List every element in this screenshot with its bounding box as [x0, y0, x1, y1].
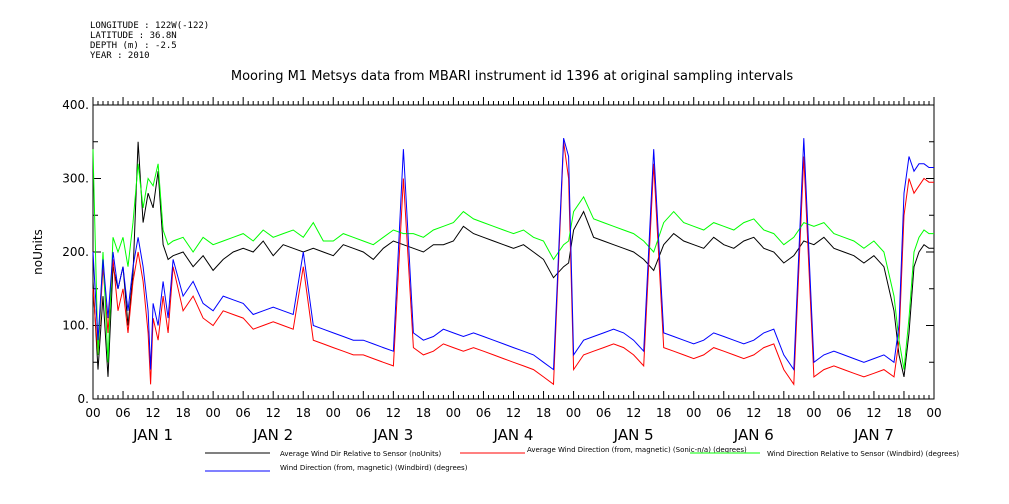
series-line-1	[92, 141, 934, 378]
chart-title: Mooring M1 Metsys data from MBARI instru…	[231, 69, 793, 84]
series-lines	[92, 137, 934, 386]
latitude-label: LATITUDE : 36.8N	[90, 31, 177, 41]
x-tick-label: 06	[236, 406, 251, 420]
x-tick-label: 18	[416, 406, 431, 420]
year-label: YEAR : 2010	[90, 51, 150, 61]
x-tick-label: 12	[506, 406, 521, 420]
x-tick-label: 18	[776, 406, 791, 420]
x-tick-label: 00	[806, 406, 821, 420]
y-tick-label: 0.	[78, 392, 89, 406]
x-tick-label: 18	[175, 406, 190, 420]
x-tick-label: 00	[446, 406, 461, 420]
x-tick-label: 00	[686, 406, 701, 420]
legend-label-2: Average Wind Direction (from, magnetic) …	[527, 446, 747, 454]
x-tick-label: 06	[115, 406, 130, 420]
x-tick-label: 12	[386, 406, 401, 420]
depth-label: DEPTH (m) : -2.5	[90, 41, 177, 51]
day-label: JAN 2	[252, 426, 293, 444]
x-tick-label: 12	[266, 406, 281, 420]
x-tick-label: 12	[866, 406, 881, 420]
day-label: JAN 1	[132, 426, 173, 444]
axis-ticks: 0. 100. 200. 300. 400. 00 06 12 18 00 06 12 18 00 06 12…	[62, 97, 942, 444]
x-tick-label: 00	[206, 406, 221, 420]
y-tick-label: 400.	[62, 98, 89, 112]
day-label: JAN 7	[853, 426, 894, 444]
x-tick-label: 18	[896, 406, 911, 420]
legend: Average Wind Dir Relative to Sensor (noU…	[205, 446, 959, 472]
x-tick-label: 18	[656, 406, 671, 420]
x-tick-label: 00	[566, 406, 581, 420]
x-tick-label: 00	[326, 406, 341, 420]
y-tick-label: 300.	[62, 172, 89, 186]
x-tick-label: 12	[746, 406, 761, 420]
x-tick-label: 12	[626, 406, 641, 420]
series-line-4	[92, 137, 934, 372]
x-tick-label: 12	[145, 406, 160, 420]
day-label: JAN 3	[372, 426, 413, 444]
day-label: JAN 5	[613, 426, 654, 444]
series-line-2	[92, 141, 934, 386]
x-tick-label: 06	[716, 406, 731, 420]
y-axis-label: noUnits	[31, 229, 45, 275]
x-tick-label: 06	[356, 406, 371, 420]
x-tick-label: 06	[596, 406, 611, 420]
x-tick-label: 00	[85, 406, 100, 420]
y-tick-label: 100.	[62, 319, 89, 333]
x-tick-label: 18	[296, 406, 311, 420]
day-label: JAN 6	[733, 426, 774, 444]
series-line-3	[92, 149, 934, 370]
x-tick-label: 18	[536, 406, 551, 420]
y-tick-label: 200.	[62, 245, 89, 259]
x-tick-label: 00	[926, 406, 941, 420]
day-label: JAN 4	[493, 426, 534, 444]
x-tick-label: 06	[476, 406, 491, 420]
longitude-label: LONGITUDE : 122W(-122)	[90, 21, 210, 31]
legend-label-3: Wind Direction Relative to Sensor (Windb…	[767, 450, 959, 458]
x-tick-label: 06	[836, 406, 851, 420]
legend-label-4: Wind Direction (from, magnetic) (Windbir…	[280, 464, 468, 472]
legend-label-1: Average Wind Dir Relative to Sensor (noU…	[280, 450, 441, 458]
